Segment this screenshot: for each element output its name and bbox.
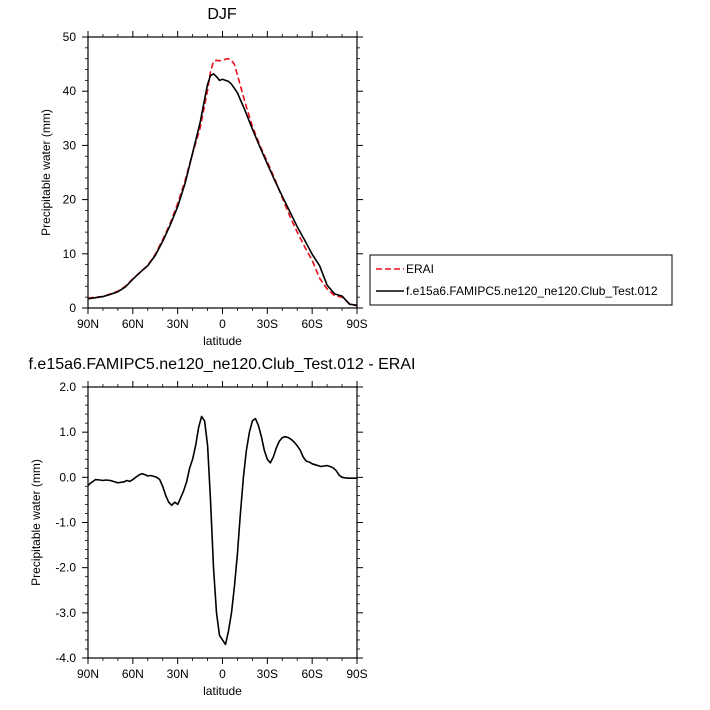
y-tick-label: 20 <box>63 193 77 207</box>
difference-chart: 90N 60N 30N 0 30S 60S 90S 2.0 1.0 0.0 -1.0 -2.0 -3.0… <box>29 356 416 698</box>
x-tick-label: 30S <box>257 667 278 681</box>
y-tick-label: 30 <box>63 138 77 152</box>
x-tick-label: 60S <box>301 667 322 681</box>
y-tick-label: -4.0 <box>55 651 76 665</box>
legend-label-0: ERAI <box>406 262 434 276</box>
plot-frame <box>87 386 358 659</box>
y-axis-label: Precipitable water (mm) <box>39 109 53 236</box>
y-tick-label: -1.0 <box>55 516 76 530</box>
x-tick-label: 30N <box>167 667 189 681</box>
chart-legend: ERAI f.e15a6.FAMIPC5.ne120_ne120.Club_Tes… <box>369 254 673 306</box>
y-tick-label: 0 <box>69 301 76 315</box>
y-tick-label: 0.0 <box>59 470 76 484</box>
y-tick-label: -3.0 <box>55 606 76 620</box>
chart-title: f.e15a6.FAMIPC5.ne120_ne120.Club_Test.01… <box>29 356 416 373</box>
y-tick-label: 2.0 <box>59 380 76 394</box>
legend-box <box>369 254 673 306</box>
x-tick-label: 90N <box>77 317 99 331</box>
y-axis-label: Precipitable water (mm) <box>29 459 43 586</box>
x-tick-label: 30N <box>167 317 189 331</box>
y-tick-label: -2.0 <box>55 561 76 575</box>
legend-label-1: f.e15a6.FAMIPC5.ne120_ne120.Club_Test.01… <box>406 284 658 298</box>
y-tick-label: 50 <box>63 30 77 44</box>
series-line-0 <box>87 57 358 307</box>
x-tick-label: 60S <box>301 317 322 331</box>
chart-title: DJF <box>207 6 237 23</box>
djf-chart: 90N 60N 30N 0 30S 60S 90S 0 10 20 30 40 50 DJF latitud… <box>39 6 368 348</box>
x-tick-label: 90N <box>77 667 99 681</box>
series-line-0 <box>87 415 357 646</box>
y-tick-label: 10 <box>63 247 77 261</box>
x-axis-label: latitude <box>203 334 242 348</box>
series-line-1 <box>87 73 358 307</box>
plot-frame <box>87 36 358 309</box>
y-tick-label: 40 <box>63 84 77 98</box>
x-tick-label: 30S <box>257 317 278 331</box>
x-tick-label: 60N <box>122 667 144 681</box>
y-tick-label: 1.0 <box>59 425 76 439</box>
x-tick-label: 0 <box>219 667 226 681</box>
x-tick-label: 60N <box>122 317 144 331</box>
x-tick-label: 0 <box>219 317 226 331</box>
x-axis-label: latitude <box>203 684 242 698</box>
x-tick-label: 90S <box>346 317 367 331</box>
x-tick-label: 90S <box>346 667 367 681</box>
